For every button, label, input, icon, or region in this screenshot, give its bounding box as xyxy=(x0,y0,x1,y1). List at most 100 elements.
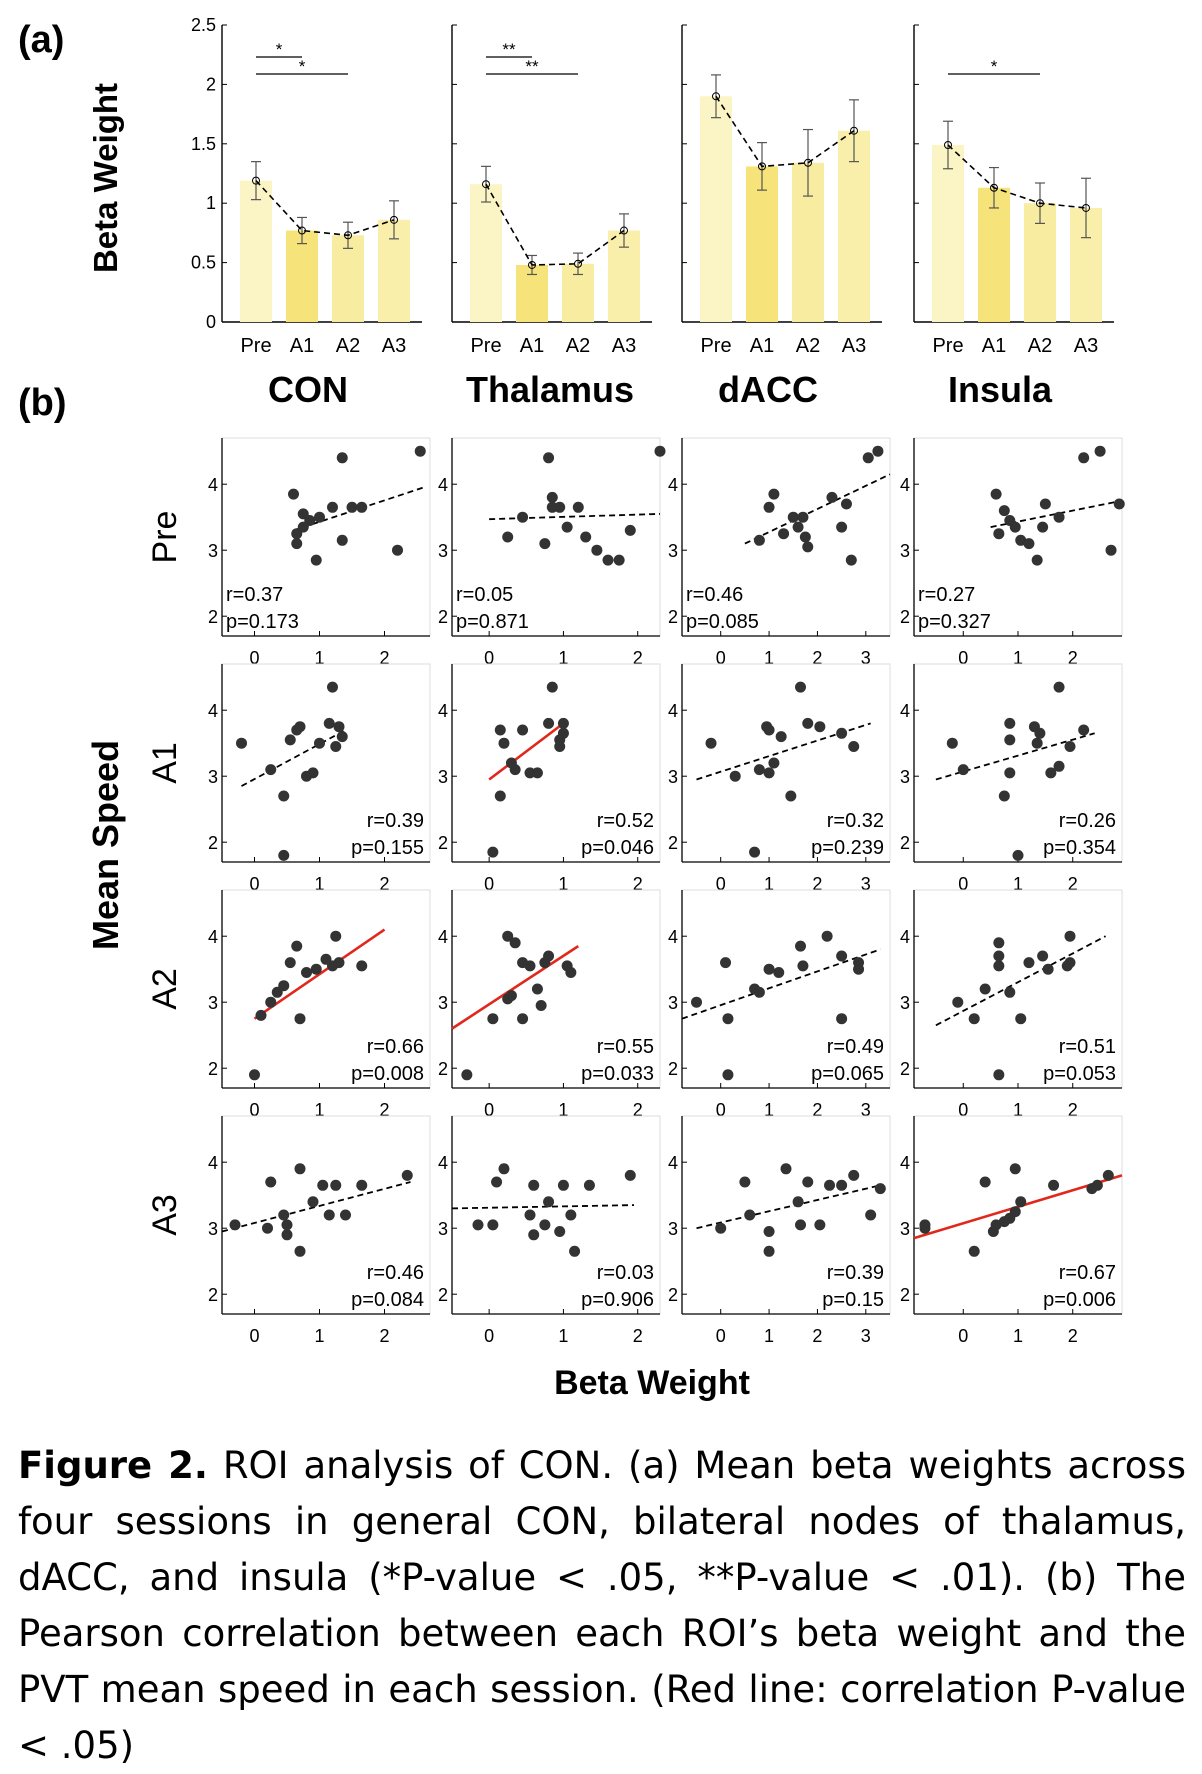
scatter-x-tick-label: 0 xyxy=(716,648,726,668)
scatter-y-tick-label: 2 xyxy=(438,833,448,853)
bar-y-tick-label: 0 xyxy=(206,312,216,332)
scatter-point xyxy=(487,1219,499,1231)
scatter-point xyxy=(749,846,761,858)
scatter-point xyxy=(821,930,833,942)
scatter-point xyxy=(1015,1013,1027,1025)
scatter-point xyxy=(1042,963,1054,975)
bar-mean-marker xyxy=(944,140,952,149)
significant-regression-line xyxy=(488,722,565,781)
scatter-point xyxy=(1009,1163,1021,1175)
scatter-x-tick-label: 2 xyxy=(633,874,643,894)
scatter-frame xyxy=(913,889,1123,1089)
bar-category-label: Pre xyxy=(470,335,501,357)
scatter-y-tick-label: 4 xyxy=(208,1153,218,1173)
correlation-p: p=0.053 xyxy=(1043,1063,1116,1085)
scatter-point xyxy=(993,1069,1005,1081)
scatter-x-tick-label: 1 xyxy=(1013,1100,1023,1120)
bar-mean-marker xyxy=(850,126,858,135)
scatter-x-tick-label: 0 xyxy=(958,1100,968,1120)
scatter-x-tick-label: 3 xyxy=(861,874,871,894)
scatter-y-tick-label: 3 xyxy=(668,541,678,561)
scatter-point xyxy=(799,531,811,543)
bar-mean-line xyxy=(947,144,1087,209)
scatter-point xyxy=(291,538,303,550)
scatter-point xyxy=(472,1219,484,1231)
bar-mean-marker xyxy=(712,92,720,101)
scatter-point xyxy=(554,741,566,752)
roi-title-dacc: dACC xyxy=(718,369,818,410)
row-label-a3: A3 xyxy=(146,1194,184,1236)
scatter-x-tick-label: 2 xyxy=(812,874,822,894)
bar-mean-line xyxy=(485,183,625,266)
scatter-point xyxy=(517,511,529,523)
scatter-point xyxy=(1009,1206,1021,1218)
scatter-point xyxy=(952,996,964,1008)
correlation-p: p=0.155 xyxy=(351,837,424,859)
bar-thalamus-pre xyxy=(470,184,502,322)
scatter-y-tick-label: 2 xyxy=(438,607,448,627)
scatter-y-tick-label: 2 xyxy=(900,1285,910,1305)
scatter-y-tick-label: 3 xyxy=(668,767,678,787)
scatter-point xyxy=(775,731,787,743)
scatter-point xyxy=(580,531,592,543)
scatter-x-tick-label: 2 xyxy=(633,648,643,668)
roi-title-insula: Insula xyxy=(948,369,1053,410)
scatter-point xyxy=(336,452,348,464)
scatter-point xyxy=(502,531,514,543)
scatter-cell-a2-thalamus: 2 3 4 0 1 2 r=0.55 p=0.033 xyxy=(438,889,661,1120)
scatter-cell-a1-con: 2 3 4 0 1 2 r=0.39 p=0.155 xyxy=(208,663,431,894)
scatter-point xyxy=(487,846,499,858)
scatter-frame xyxy=(681,1115,891,1315)
scatter-frame xyxy=(451,1115,661,1315)
scatter-x-tick-label: 2 xyxy=(812,1100,822,1120)
scatter-point xyxy=(294,1013,306,1025)
scatter-point xyxy=(301,967,312,978)
correlation-p: p=0.033 xyxy=(581,1063,654,1085)
scatter-frame xyxy=(913,663,1123,863)
correlation-p: p=0.008 xyxy=(351,1063,424,1085)
bar-category-label: Pre xyxy=(240,335,271,357)
scatter-point xyxy=(836,1179,848,1191)
scatter-point xyxy=(336,534,348,546)
scatter-point xyxy=(327,681,338,693)
scatter-x-tick-label: 1 xyxy=(558,648,568,668)
bar-mean-marker xyxy=(804,158,812,167)
scatter-point xyxy=(824,1179,836,1191)
bar-category-label: A2 xyxy=(336,335,360,357)
scatter-point xyxy=(554,1226,566,1237)
regression-line xyxy=(489,513,661,521)
correlation-r: r=0.52 xyxy=(597,810,654,832)
bar-dacc-pre xyxy=(700,96,732,322)
correlation-p: p=0.046 xyxy=(581,837,654,859)
scatter-point xyxy=(461,1069,473,1081)
scatter-point xyxy=(993,937,1005,949)
scatter-point xyxy=(330,741,342,752)
scatter-frame xyxy=(221,437,431,637)
scatter-point xyxy=(1012,849,1024,861)
scatter-point xyxy=(814,1219,826,1231)
scatter-frame xyxy=(681,663,891,863)
scatter-x-tick-label: 2 xyxy=(1068,1100,1078,1120)
scatter-x-tick-label: 3 xyxy=(861,648,871,668)
scatter-x-tick-label: 0 xyxy=(958,648,968,668)
scatter-y-tick-label: 2 xyxy=(668,1285,678,1305)
scatter-y-tick-label: 4 xyxy=(900,475,910,495)
scatter-point xyxy=(998,505,1010,517)
scatter-point xyxy=(281,1229,293,1241)
bar-category-label: A2 xyxy=(796,335,820,357)
scatter-point xyxy=(310,963,322,975)
scatter-x-tick-label: 0 xyxy=(249,1326,259,1346)
correlation-p: p=0.085 xyxy=(686,611,759,633)
scatter-y-tick-label: 4 xyxy=(438,927,448,947)
scatter-x-tick-label: 2 xyxy=(633,1326,643,1346)
significance-label: ** xyxy=(502,40,516,59)
significance-label: * xyxy=(991,57,998,76)
bar-insula-a1 xyxy=(978,187,1010,322)
scatter-x-tick-label: 1 xyxy=(314,1326,324,1346)
scatter-x-tick-label: 2 xyxy=(1068,1326,1078,1346)
scatter-point xyxy=(797,511,809,523)
scatter-point xyxy=(946,737,958,749)
scatter-y-tick-label: 3 xyxy=(438,767,448,787)
bar-mean-marker xyxy=(482,180,490,189)
